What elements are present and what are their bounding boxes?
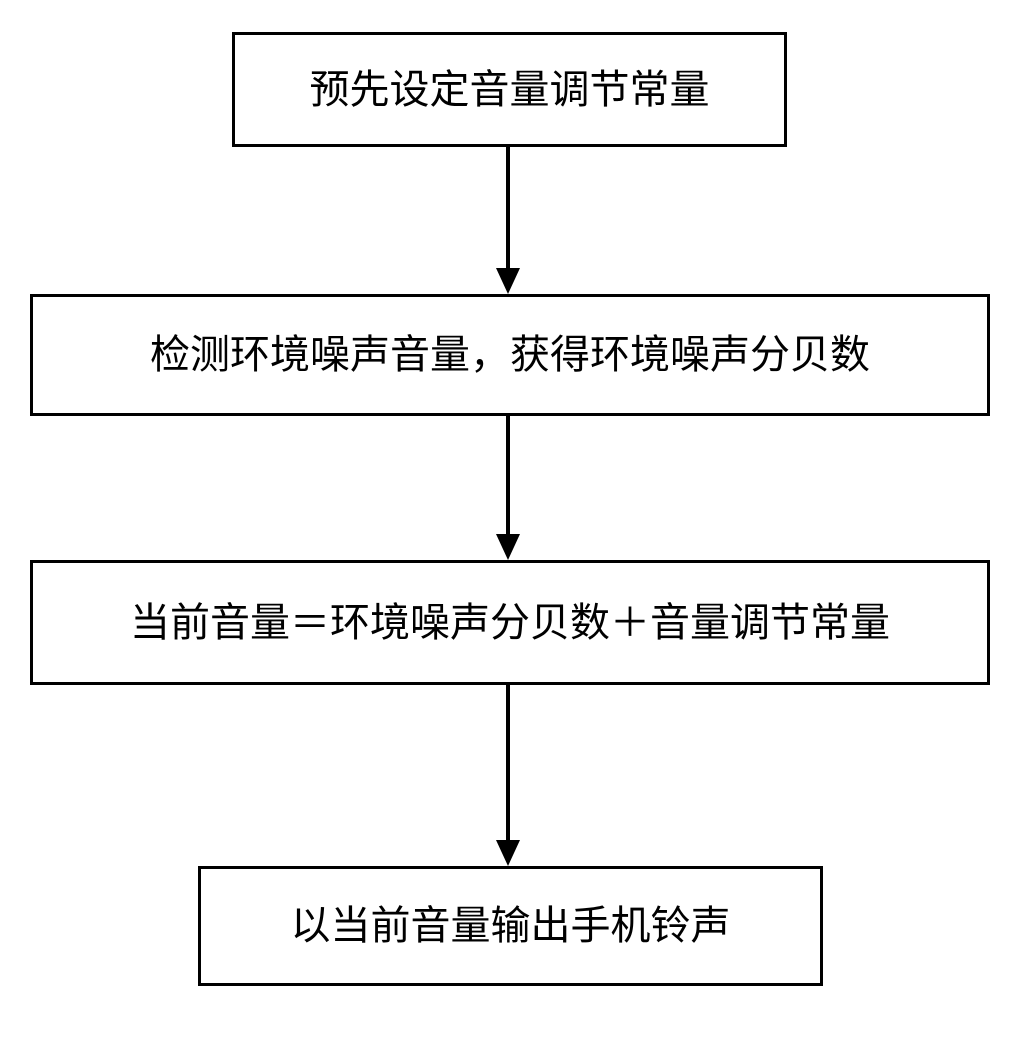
flowchart-node-output-ringtone: 以当前音量输出手机铃声 <box>198 866 823 986</box>
flowchart-edge-3-head <box>496 840 520 866</box>
flowchart-node-detect-noise: 检测环境噪声音量，获得环境噪声分贝数 <box>30 294 990 416</box>
flowchart-edge-2-head <box>496 534 520 560</box>
node-label: 以当前音量输出手机铃声 <box>211 902 810 950</box>
flowchart-edge-1-head <box>496 268 520 294</box>
flowchart-edge-1-line <box>506 147 510 268</box>
node-label: 当前音量＝环境噪声分贝数＋音量调节常量 <box>43 599 977 647</box>
flowchart-node-preset-constant: 预先设定音量调节常量 <box>232 32 787 147</box>
flowchart-node-compute-volume: 当前音量＝环境噪声分贝数＋音量调节常量 <box>30 560 990 685</box>
flowchart-canvas: 预先设定音量调节常量 检测环境噪声音量，获得环境噪声分贝数 当前音量＝环境噪声分… <box>0 0 1016 1048</box>
node-label: 检测环境噪声音量，获得环境噪声分贝数 <box>43 331 977 379</box>
node-label: 预先设定音量调节常量 <box>245 66 774 114</box>
flowchart-edge-3-line <box>506 685 510 840</box>
flowchart-edge-2-line <box>506 416 510 534</box>
